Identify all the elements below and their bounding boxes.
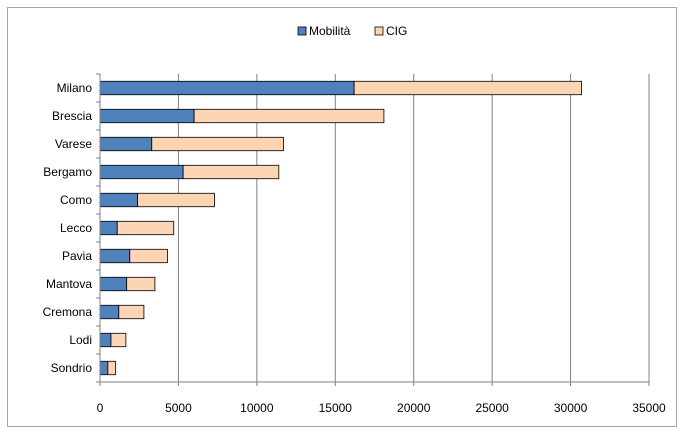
bar-cig-mantova [126,276,156,292]
axes [96,73,650,386]
y-tick-label: Lecco [60,221,92,235]
x-tick-label: 30000 [554,401,588,415]
bar-mobilita-pavia [99,248,131,264]
bars [99,80,582,376]
bar-mobilita-lodi [99,332,112,348]
chart-frame: Milano Brescia Varese Bergamo Como Lecco Pavia… [7,7,677,427]
x-tick-label: 20000 [397,401,431,415]
x-tick-label: 5000 [165,401,192,415]
bar-mobilita-mantova [99,276,128,292]
y-tick-label: Varese [55,137,92,151]
x-tick-label: 0 [97,401,104,415]
y-tick-label: Cremona [43,305,93,319]
bar-mobilita-bergamo [99,164,184,180]
bar-mobilita-varese [99,136,153,152]
y-tick-label: Como [60,193,92,207]
stacked-bar-chart: Milano Brescia Varese Bergamo Como Lecco Pavia… [43,24,666,415]
x-tick-labels: 0 5000 10000 15000 20000 25000 30000 35000 [97,401,666,415]
y-tick-label: Sondrio [51,361,93,375]
legend-label-mobilita: Mobilità [309,24,351,38]
bar-cig-cremona [118,304,145,320]
x-tick-label: 15000 [319,401,353,415]
bar-mobilita-milano [99,80,355,96]
bar-mobilita-brescia [99,108,195,124]
bar-mobilita-lecco [99,220,118,236]
bar-cig-como [137,192,215,208]
x-tick-label: 10000 [240,401,274,415]
legend: Mobilità CIG [297,24,407,38]
y-tick-label: Milano [57,81,93,95]
bar-cig-lodi [110,332,127,348]
bar-cig-sondrio [107,360,117,376]
bar-cig-milano [353,80,582,96]
bar-mobilita-sondrio [99,360,109,376]
y-tick-label: Mantova [46,277,92,291]
x-tick-label: 35000 [632,401,666,415]
y-tick-labels: Milano Brescia Varese Bergamo Como Lecco Pavia… [43,81,93,375]
x-tick-label: 25000 [475,401,509,415]
bar-mobilita-cremona [99,304,120,320]
bar-cig-lecco [116,220,175,236]
bar-mobilita-como [99,192,139,208]
legend-label-cig: CIG [386,24,407,38]
legend-swatch-mobilita [297,26,307,36]
y-tick-label: Lodi [69,333,92,347]
legend-swatch-cig [374,26,384,36]
y-tick-label: Pavia [62,249,92,263]
y-tick-label: Brescia [52,109,92,123]
bar-cig-brescia [193,108,385,124]
bar-cig-varese [151,136,284,152]
y-tick-label: Bergamo [43,165,92,179]
bar-cig-bergamo [182,164,280,180]
gridlines [177,74,650,382]
bar-cig-pavia [129,248,168,264]
